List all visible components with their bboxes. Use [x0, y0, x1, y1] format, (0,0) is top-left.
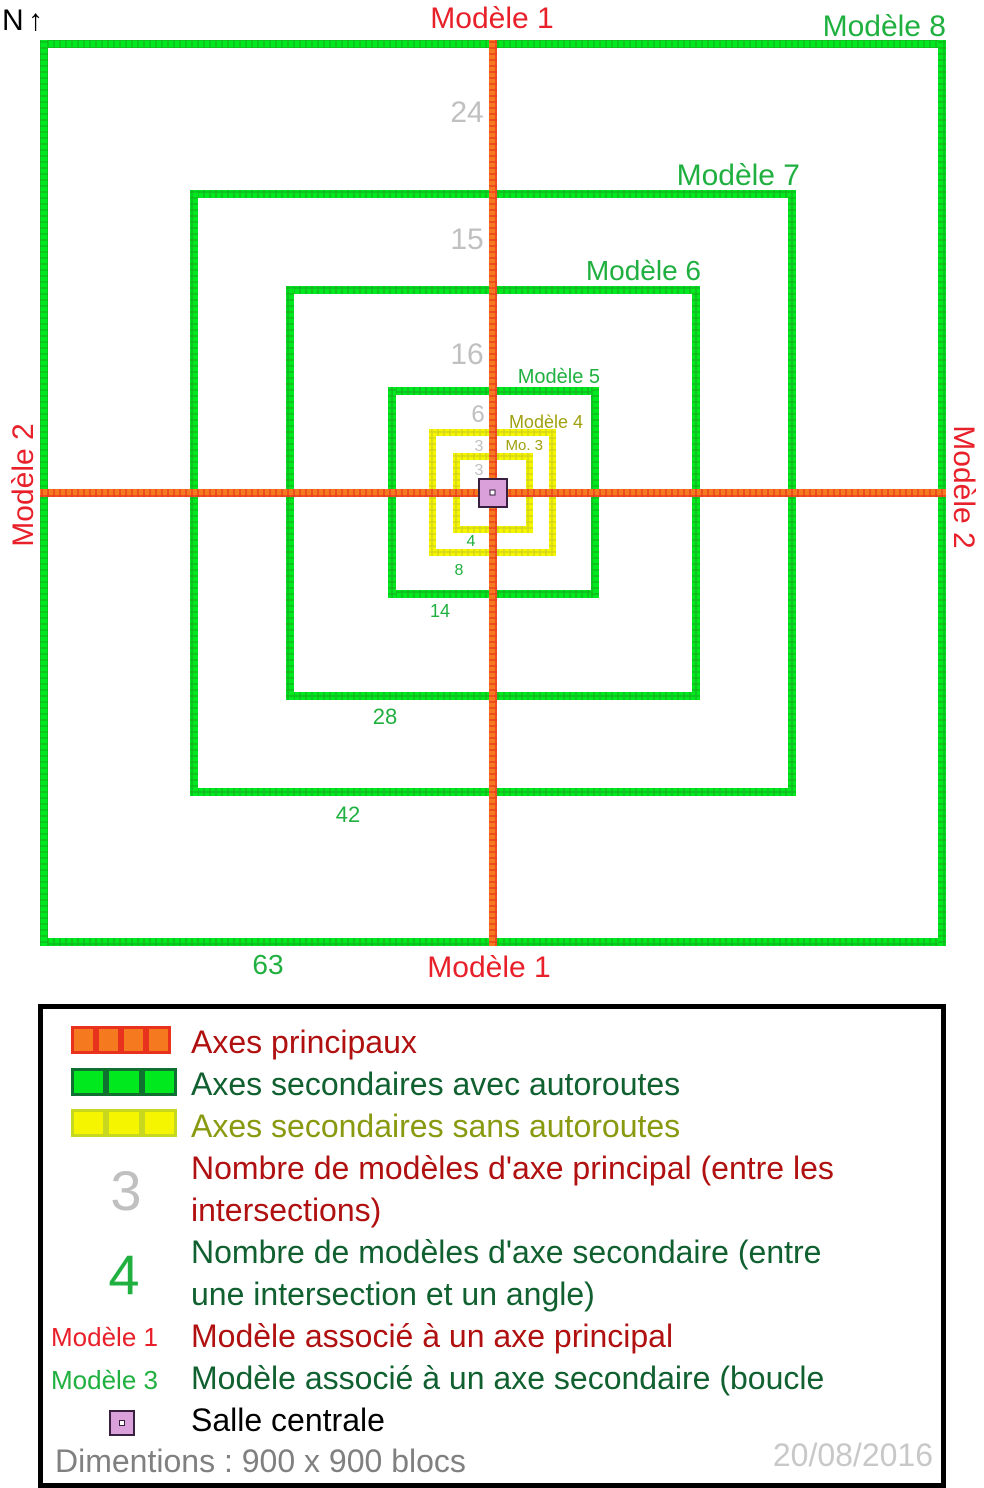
secondary-count-42: 42: [336, 802, 360, 827]
city-map: N ↑: [2, 2, 980, 984]
secondary-count-28: 28: [373, 704, 397, 729]
main-count-3a: 3: [475, 438, 484, 455]
axis-label-left: Modèle 2: [7, 423, 40, 546]
axis-label-bottom: Modèle 1: [427, 951, 550, 984]
legend-main-count-line2: intersections): [191, 1192, 382, 1228]
loop-label-m8: Modèle 8: [823, 10, 946, 43]
central-room-icon: [109, 1410, 135, 1436]
north-arrow-icon: ↑: [28, 4, 43, 37]
loop-label-m4: Modèle 4: [509, 412, 583, 432]
legend-secondary-count-line1: Nombre de modèles d'axe secondaire (entr…: [191, 1234, 822, 1270]
main-count-3b: 3: [475, 462, 484, 479]
legend-secondary-no-highways: Axes secondaires sans autoroutes: [191, 1108, 681, 1144]
main-count-16: 16: [450, 338, 483, 371]
secondary-count-4: 4: [467, 533, 476, 550]
legend-secondary-highways: Axes secondaires avec autoroutes: [191, 1066, 681, 1102]
legend-main-model-text: Modèle associé à un axe principal: [191, 1318, 674, 1354]
main-count-15: 15: [450, 223, 483, 256]
legend-box: Axes principaux Axes secondaires avec au…: [38, 1004, 946, 1488]
legend-main-count-line1: Nombre de modèles d'axe principal (entre…: [191, 1150, 834, 1186]
axis-label-top: Modèle 1: [430, 2, 553, 35]
legend-main-count-symbol: 3: [110, 1159, 142, 1222]
secondary-count-63: 63: [252, 949, 283, 980]
loop-label-m5: Modèle 5: [518, 366, 600, 388]
legend-central-room: Salle centrale: [191, 1402, 385, 1438]
loop-label-m6: Modèle 6: [586, 255, 701, 286]
highway-swatch: [71, 1068, 177, 1096]
date-stamp: 20/08/2016: [772, 1437, 933, 1473]
central-room: [478, 478, 508, 508]
legend-secondary-count-line2: une intersection et un angle): [191, 1276, 595, 1312]
main-count-6: 6: [471, 401, 484, 428]
secondary-count-14: 14: [430, 601, 450, 621]
dimensions-note: Dimentions : 900 x 900 blocs: [55, 1443, 466, 1479]
main-count-24: 24: [450, 96, 483, 129]
legend-secondary-count-symbol: 4: [108, 1243, 140, 1306]
legend-secondary-model-symbol: Modèle 3: [51, 1365, 158, 1395]
legend-main-model-symbol: Modèle 1: [51, 1322, 158, 1352]
secondary-count-8: 8: [455, 562, 464, 579]
legend-main-axes: Axes principaux: [191, 1024, 417, 1060]
north-label: N: [2, 4, 24, 37]
main-axis-swatch: [71, 1026, 171, 1054]
loop-label-m7: Modèle 7: [677, 159, 800, 192]
no-highway-swatch: [71, 1109, 177, 1137]
loop-label-m3: Mo. 3: [505, 437, 543, 454]
axis-label-right: Modèle 2: [947, 425, 980, 548]
legend-secondary-model-text: Modèle associé à un axe secondaire (bouc…: [191, 1360, 825, 1396]
north-compass: N ↑: [2, 4, 43, 37]
